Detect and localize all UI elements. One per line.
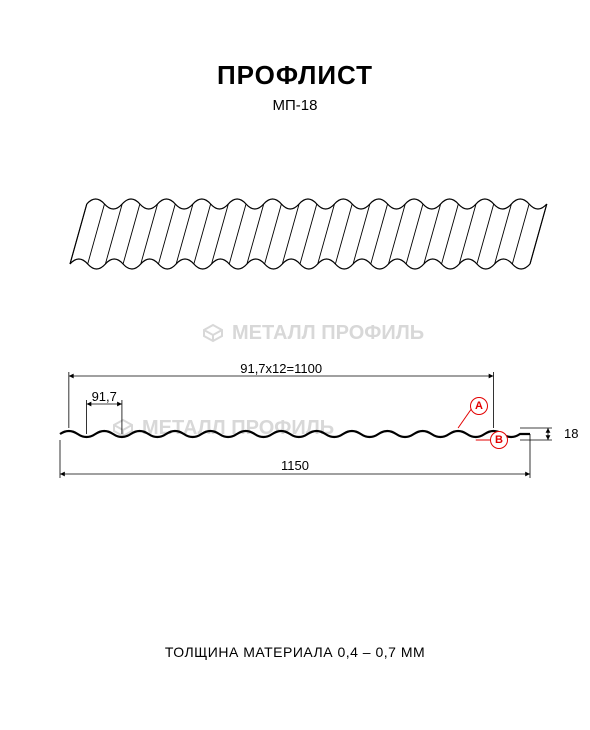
footer-text: ТОЛЩИНА МАТЕРИАЛА 0,4 – 0,7 ММ — [0, 644, 590, 660]
watermark-text: МЕТАЛЛ ПРОФИЛЬ — [232, 322, 424, 345]
marker-a-label: A — [475, 400, 483, 412]
marker-b: B — [490, 431, 508, 449]
watermark-icon — [200, 320, 226, 346]
svg-text:91,7: 91,7 — [92, 389, 117, 404]
page-title: ПРОФЛИСТ — [40, 60, 550, 91]
svg-text:91,7х12=1100: 91,7х12=1100 — [240, 364, 322, 376]
perspective-diagram — [40, 144, 550, 314]
marker-a: A — [470, 397, 488, 415]
profile-diagram: 91,7х12=110091,7115018 A B — [40, 364, 550, 519]
watermark-1: МЕТАЛЛ ПРОФИЛЬ — [200, 320, 424, 346]
svg-text:1150: 1150 — [281, 458, 309, 473]
svg-text:18: 18 — [564, 426, 578, 441]
marker-b-label: B — [495, 434, 503, 446]
page-subtitle: МП-18 — [40, 97, 550, 114]
